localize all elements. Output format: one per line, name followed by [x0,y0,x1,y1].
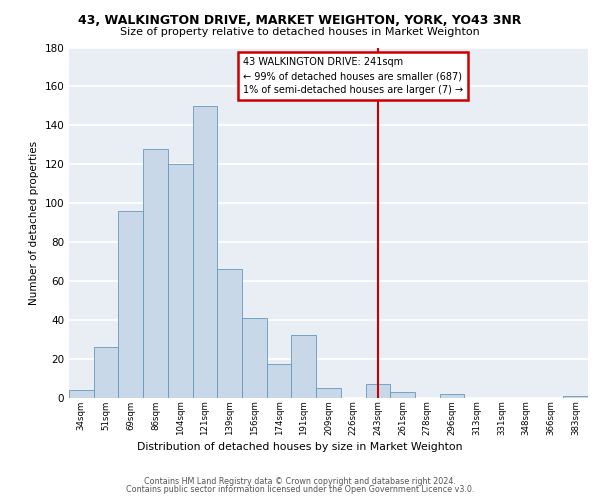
Bar [94,347,118,398]
Bar [69,390,94,398]
Text: Contains public sector information licensed under the Open Government Licence v3: Contains public sector information licen… [126,485,474,494]
Bar [242,318,267,398]
Bar [168,164,193,398]
Text: Distribution of detached houses by size in Market Weighton: Distribution of detached houses by size … [137,442,463,452]
Bar [217,269,242,398]
Bar [193,106,217,398]
Y-axis label: Number of detached properties: Number of detached properties [29,140,39,304]
Bar [390,392,415,398]
Bar [143,148,168,398]
Text: Size of property relative to detached houses in Market Weighton: Size of property relative to detached ho… [120,27,480,37]
Bar [365,384,390,398]
Text: Contains HM Land Registry data © Crown copyright and database right 2024.: Contains HM Land Registry data © Crown c… [144,477,456,486]
Text: 43 WALKINGTON DRIVE: 241sqm
← 99% of detached houses are smaller (687)
1% of sem: 43 WALKINGTON DRIVE: 241sqm ← 99% of det… [243,57,463,95]
Bar [316,388,341,398]
Bar [267,364,292,398]
Bar [563,396,588,398]
Text: 43, WALKINGTON DRIVE, MARKET WEIGHTON, YORK, YO43 3NR: 43, WALKINGTON DRIVE, MARKET WEIGHTON, Y… [79,14,521,27]
Bar [118,211,143,398]
Bar [292,336,316,398]
Bar [440,394,464,398]
